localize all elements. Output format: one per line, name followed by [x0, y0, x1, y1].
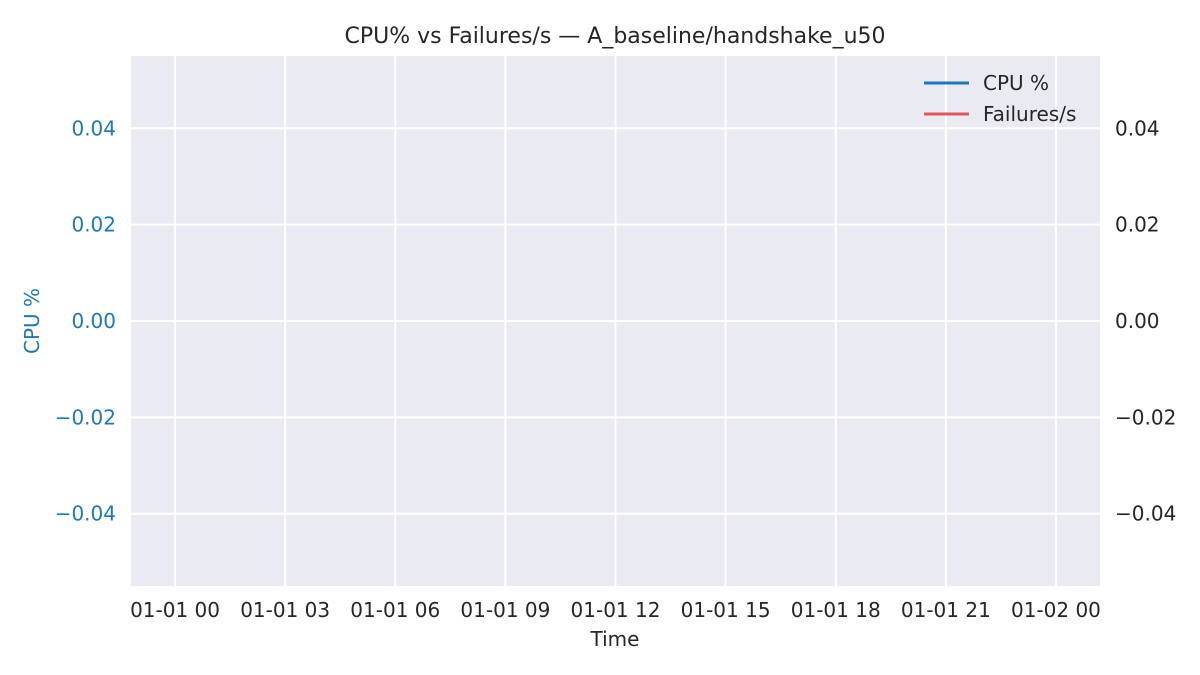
- chart-title: CPU% vs Failures/s — A_baseline/handshak…: [344, 24, 885, 49]
- y-left-axis-label: CPU %: [20, 288, 44, 354]
- y-gridlines: [131, 127, 1100, 515]
- legend-label: Failures/s: [983, 102, 1076, 126]
- x-tick-labels: 01-01 00 01-01 03 01-01 06 01-01 09 01-01 12…: [130, 598, 1101, 622]
- y-right-tick-label: −0.02: [1115, 405, 1176, 429]
- x-tick-label: 01-01 21: [901, 598, 991, 622]
- y-left-tick-label: −0.02: [55, 405, 116, 429]
- x-axis-label: Time: [590, 627, 640, 651]
- x-tick-label: 01-01 18: [791, 598, 881, 622]
- y-left-tick-labels: 0.04 0.02 0.00 −0.02 −0.04: [55, 116, 116, 525]
- y-left-tick-label: −0.04: [55, 502, 116, 526]
- x-tick-label: 01-01 15: [681, 598, 771, 622]
- x-tick-label: 01-01 09: [460, 598, 550, 622]
- x-tick-label: 01-01 12: [571, 598, 661, 622]
- x-tick-label: 01-02 00: [1011, 598, 1101, 622]
- x-tick-label: 01-01 06: [350, 598, 440, 622]
- y-left-tick-label: 0.04: [71, 116, 116, 140]
- y-left-tick-label: 0.02: [71, 213, 116, 237]
- x-tick-label: 01-01 03: [240, 598, 330, 622]
- y-right-tick-label: 0.02: [1115, 213, 1160, 237]
- legend: CPU % Failures/s: [924, 71, 1076, 126]
- x-tick-label: 01-01 00: [130, 598, 220, 622]
- y-right-tick-labels: 0.04 0.02 0.00 −0.02 −0.04: [1115, 116, 1176, 525]
- y-left-tick-label: 0.00: [71, 309, 116, 333]
- y-right-tick-label: −0.04: [1115, 502, 1176, 526]
- y-right-tick-label: 0.04: [1115, 116, 1160, 140]
- y-right-tick-label: 0.00: [1115, 309, 1160, 333]
- legend-label: CPU %: [983, 71, 1049, 95]
